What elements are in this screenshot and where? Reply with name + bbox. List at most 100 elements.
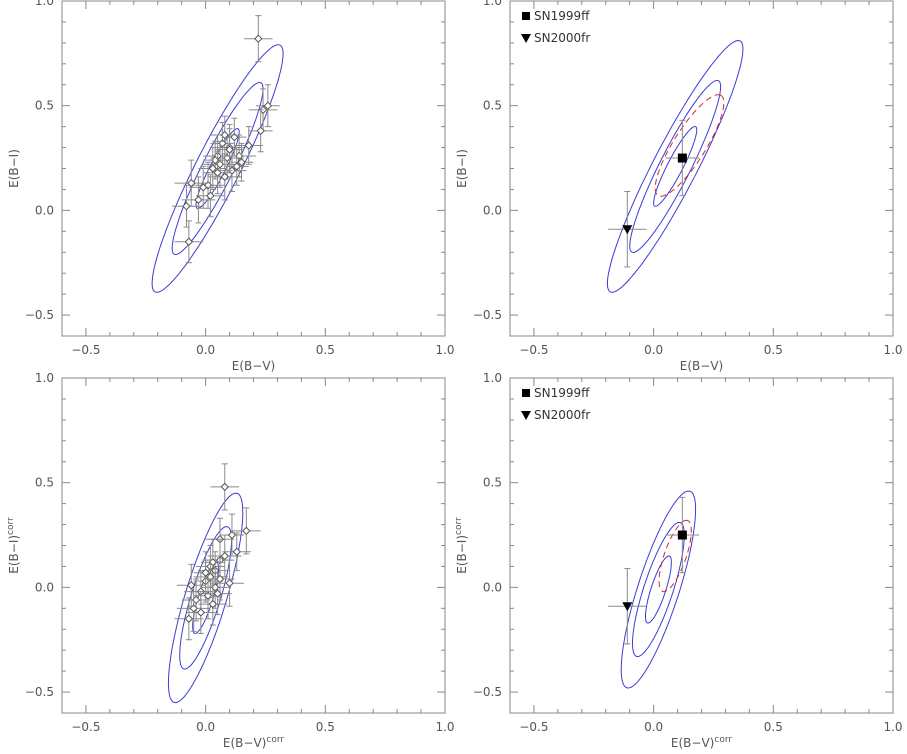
data-point-diamond bbox=[263, 101, 273, 110]
legend-label: SN2000fr bbox=[534, 31, 590, 45]
x-tick-label: −0.5 bbox=[519, 343, 548, 357]
x-tick-label: 1.0 bbox=[435, 720, 454, 734]
confidence-contour bbox=[606, 39, 744, 293]
legend-label: SN2000fr bbox=[534, 408, 590, 422]
y-axis-label: E(B−I) bbox=[7, 149, 21, 188]
data-point-diamond bbox=[232, 162, 241, 171]
y-tick-label: 0.5 bbox=[35, 476, 54, 490]
data-point-square bbox=[677, 153, 687, 163]
y-tick-label: −0.5 bbox=[25, 685, 54, 699]
chart-panel-top-right: −0.5 0.0 0.5 1.0 −0.5 0.0 0.5 1.0 E(B−V) E(B−I) SN… bbox=[455, 0, 903, 373]
x-tick-label: 1.0 bbox=[883, 720, 902, 734]
y-tick-label: 1.0 bbox=[35, 0, 54, 8]
data-point-diamond bbox=[242, 526, 251, 536]
y-axis-label-sup: corr bbox=[454, 517, 464, 535]
y-tick-label: 0.5 bbox=[35, 99, 54, 113]
legend-marker-triangle bbox=[521, 34, 531, 43]
x-axis-label-text: E(B−V) bbox=[232, 359, 275, 373]
y-axis-label-text: E(B−I) bbox=[455, 535, 469, 574]
y-tick-label: 0.0 bbox=[35, 580, 54, 594]
data-point-diamond bbox=[182, 201, 191, 211]
legend-marker-triangle bbox=[521, 411, 531, 420]
y-axis-label-text: E(B−I) bbox=[7, 535, 21, 574]
x-tick-label: 1.0 bbox=[435, 343, 454, 357]
data-point-diamond bbox=[196, 608, 206, 617]
y-axis-label: E(B−I)corr bbox=[6, 517, 21, 574]
data-point-diamond bbox=[187, 581, 196, 590]
confidence-contour bbox=[620, 490, 697, 689]
data-point-diamond bbox=[208, 599, 218, 609]
data-point-diamond bbox=[184, 614, 194, 623]
data-point-diamond bbox=[187, 178, 196, 188]
data-point-diamond bbox=[208, 164, 218, 173]
data-point-diamond bbox=[199, 183, 208, 192]
data-point-diamond bbox=[194, 195, 203, 205]
confidence-contour bbox=[629, 79, 722, 253]
contour-group bbox=[606, 39, 744, 293]
chart-panel-bottom-left: −0.5 0.0 0.5 1.0−0.50.00.51.0E(B−V)corrE(B−… bbox=[6, 371, 455, 750]
data-point-diamond bbox=[225, 145, 234, 154]
x-tick-label: 0.0 bbox=[644, 720, 663, 734]
data-point-diamond bbox=[225, 578, 234, 588]
confidence-contour bbox=[645, 555, 672, 624]
x-axis-label: E(B−V) bbox=[680, 359, 723, 373]
data-point-diamond bbox=[220, 482, 229, 492]
data-point-diamond bbox=[256, 126, 265, 136]
data-point-triangle bbox=[622, 225, 633, 235]
y-axis-label-text: E(B−I) bbox=[7, 149, 21, 188]
x-axis-label: E(B−V) bbox=[232, 359, 275, 373]
y-axis-label: E(B−I) bbox=[455, 149, 469, 188]
legend-marker-square bbox=[522, 389, 530, 397]
x-axis-label-text: E(B−V) bbox=[223, 736, 266, 750]
y-tick-label: 0.5 bbox=[483, 99, 502, 113]
y-tick-label: 1.0 bbox=[483, 0, 502, 8]
x-tick-label: 1.0 bbox=[883, 343, 902, 357]
y-tick-label: 1.0 bbox=[35, 371, 54, 385]
x-axis-label-sup: corr bbox=[266, 735, 284, 745]
y-tick-label: −0.5 bbox=[25, 308, 54, 322]
data-point-triangle bbox=[622, 602, 633, 612]
dashed-contour bbox=[654, 94, 725, 197]
x-tick-label: 0.5 bbox=[764, 720, 783, 734]
chart-panel-top-left: −0.5 0.0 0.5 1.0 −0.5 0.0 0.5 1.0 E(B−V) E(B−I) bbox=[7, 0, 455, 373]
plot-frame bbox=[509, 0, 894, 337]
x-tick-label: 0.0 bbox=[644, 343, 663, 357]
x-tick-label: 0.0 bbox=[196, 343, 215, 357]
x-tick-label: −0.5 bbox=[71, 720, 100, 734]
y-tick-label: 0.0 bbox=[483, 203, 502, 217]
data-point-diamond bbox=[232, 547, 241, 556]
y-axis-label-sup: corr bbox=[6, 517, 16, 535]
x-axis-label: E(B−V)corr bbox=[671, 735, 732, 750]
data-point-square bbox=[677, 530, 687, 540]
x-tick-label: 0.5 bbox=[764, 343, 783, 357]
x-tick-label: 0.5 bbox=[316, 343, 335, 357]
legend-marker-square bbox=[522, 12, 530, 20]
confidence-contour bbox=[653, 126, 698, 207]
contour-group bbox=[620, 490, 697, 689]
legend-label: SN1999ff bbox=[534, 386, 590, 400]
y-axis-label-text: E(B−I) bbox=[455, 149, 469, 188]
data-point-diamond bbox=[184, 237, 194, 246]
confidence-contour bbox=[151, 44, 284, 293]
y-tick-label: −0.5 bbox=[473, 685, 502, 699]
plot-frame bbox=[509, 377, 894, 714]
confidence-contour bbox=[632, 521, 685, 657]
y-axis-label: E(B−I)corr bbox=[454, 517, 469, 574]
x-tick-label: −0.5 bbox=[71, 343, 100, 357]
data-point-diamond bbox=[206, 191, 215, 200]
dashed-contour bbox=[658, 519, 692, 593]
y-tick-label: 0.0 bbox=[483, 580, 502, 594]
y-tick-label: 0.5 bbox=[483, 476, 502, 490]
y-tick-label: −0.5 bbox=[473, 308, 502, 322]
x-tick-label: −0.5 bbox=[519, 720, 548, 734]
plot-frame bbox=[61, 0, 446, 337]
y-tick-label: 0.0 bbox=[35, 203, 54, 217]
data-point-diamond bbox=[220, 551, 229, 561]
data-point-diamond bbox=[254, 34, 263, 43]
legend-label: SN1999ff bbox=[534, 9, 590, 23]
x-tick-label: 0.0 bbox=[196, 720, 215, 734]
data-point-diamond bbox=[237, 158, 246, 167]
x-tick-label: 0.5 bbox=[316, 720, 335, 734]
x-axis-label-text: E(B−V) bbox=[671, 736, 714, 750]
x-axis-label: E(B−V)corr bbox=[223, 735, 284, 750]
